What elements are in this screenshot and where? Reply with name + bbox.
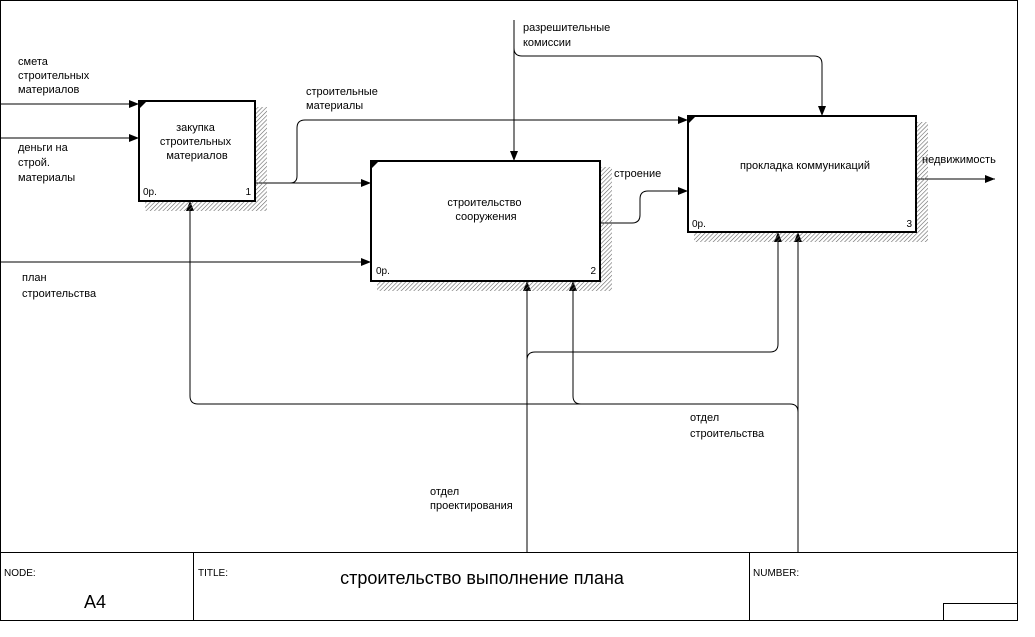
label-line: строительства: [690, 428, 765, 440]
node-value: A4: [84, 592, 106, 612]
label-line: отдел: [430, 486, 459, 498]
number-label: NUMBER:: [753, 568, 799, 579]
box-cost: 0р.: [692, 219, 706, 230]
label-line: закупка: [176, 122, 216, 134]
arrow-label: смета строительных материалов: [18, 56, 92, 96]
label-line: строй.: [18, 157, 50, 169]
label-line: разрешительные: [523, 22, 610, 34]
label-line: строительные: [306, 86, 378, 98]
arrow-label: отдел проектирования: [430, 486, 513, 512]
label-line: план: [22, 272, 47, 284]
label-line: отдел: [690, 412, 719, 424]
arrow-label: деньги на строй. материалы: [18, 142, 75, 184]
label-line: материалов: [166, 150, 228, 162]
label-line: строительных: [160, 136, 232, 148]
footer-cell: [943, 603, 1018, 621]
arrow: [600, 187, 688, 224]
activity-box: [687, 115, 917, 233]
box-cost: 0р.: [143, 187, 157, 198]
label-line: комиссии: [523, 37, 571, 49]
arrow-label: строение: [614, 168, 661, 180]
box-label: закупка строительных материалов: [160, 122, 234, 162]
label-line: материалы: [306, 100, 363, 112]
label-line: строительства: [22, 288, 97, 300]
arrow-label: план строительства: [22, 272, 97, 300]
arrow: [569, 281, 582, 405]
box-number: 1: [245, 187, 251, 198]
box-corner: [371, 161, 379, 169]
activity-box: [370, 160, 601, 282]
box-corner: [688, 116, 696, 124]
arrow-label: разрешительные комиссии: [523, 22, 613, 49]
label-line: смета: [18, 56, 49, 68]
arrow-label: строительные материалы: [306, 86, 381, 112]
box-number: 2: [590, 266, 596, 277]
wires: [0, 20, 995, 552]
frame: [0, 0, 1018, 621]
arrow: [513, 47, 826, 116]
box-cost: 0р.: [376, 266, 390, 277]
arrow: [289, 116, 688, 184]
label-line: материалы: [18, 172, 75, 184]
label-line: прокладка коммуникаций: [740, 160, 870, 172]
title-label: TITLE:: [198, 568, 228, 579]
activity-box: [138, 100, 256, 202]
label-line: строительство: [447, 197, 521, 209]
box-number: 3: [906, 219, 912, 230]
label-line: строительных: [18, 70, 90, 82]
arrow-label: отдел строительства: [690, 412, 765, 440]
label-line: материалов: [18, 84, 80, 96]
box-corner: [139, 101, 147, 109]
arrow: [186, 201, 799, 413]
diagram-title: строительство выполнение плана: [340, 568, 625, 588]
arrow-label: недвижимость: [922, 154, 996, 166]
label-line: деньги на: [18, 142, 69, 154]
label-line: сооружения: [455, 211, 516, 223]
label-line: проектирования: [430, 500, 513, 512]
box-label: прокладка коммуникаций: [740, 160, 870, 172]
box-label: строительство сооружения: [447, 197, 524, 223]
arrow: [526, 232, 782, 361]
node-label: NODE:: [4, 568, 36, 579]
